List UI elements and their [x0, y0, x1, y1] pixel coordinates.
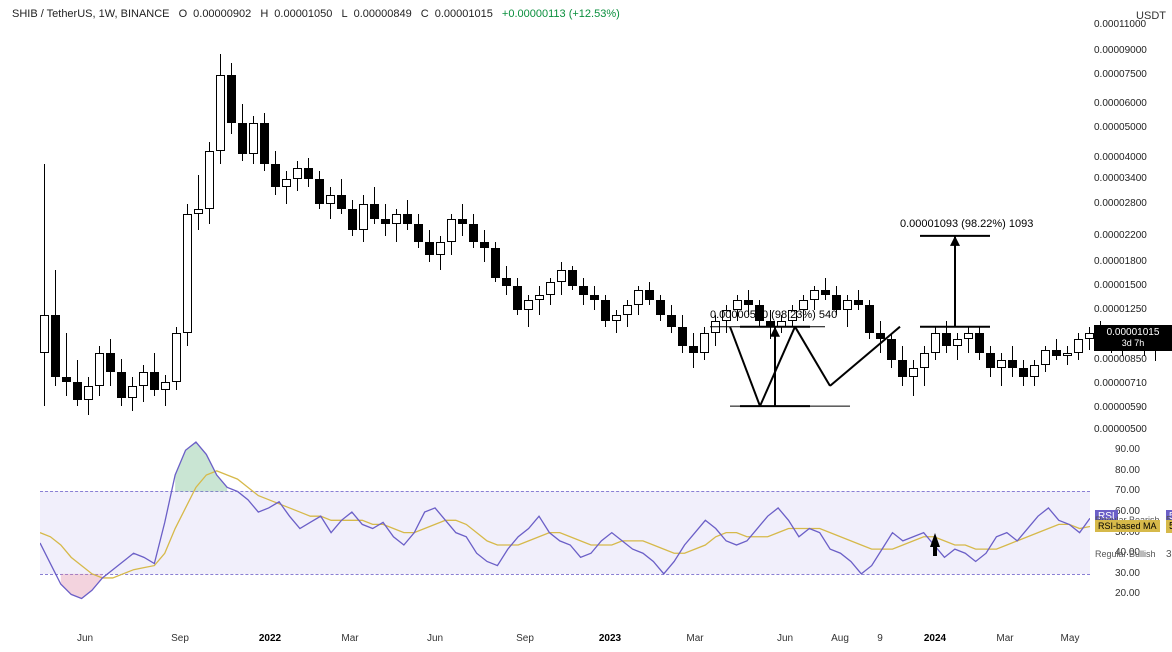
price-ytick: 0.00001250	[1094, 304, 1172, 315]
symbol-label: SHIB / TetherUS, 1W, BINANCE	[12, 8, 170, 20]
rsi-arrow-annotation	[930, 533, 940, 547]
price-ytick: 0.00000500	[1094, 424, 1172, 435]
ohlc-l: 0.00000849	[354, 8, 412, 20]
chart-page: { "header":{ "symbol":"SHIB / TetherUS, …	[0, 0, 1172, 652]
time-tick: May	[1061, 633, 1080, 644]
ohlc-l-label: L	[341, 8, 347, 20]
price-ytick: 0.00002200	[1094, 230, 1172, 241]
rsi-panel[interactable]: 90.0080.0070.0060.0050.0040.0030.0020.00…	[40, 440, 1090, 615]
time-tick: Mar	[996, 633, 1013, 644]
ohlc-change: +0.00000113 (+12.53%)	[502, 8, 620, 20]
current-price-badge: 0.00001015 3d 7h	[1094, 325, 1172, 351]
price-ytick: 0.00001500	[1094, 280, 1172, 291]
time-tick: Jun	[777, 633, 793, 644]
ohlc-c-label: C	[421, 8, 429, 20]
symbol-header: SHIB / TetherUS, 1W, BINANCE O 0.00000902…	[12, 8, 626, 20]
time-tick: Mar	[686, 633, 703, 644]
time-tick: Aug	[831, 633, 849, 644]
rsi-ma-label: RSI-based MA	[1095, 520, 1160, 532]
price-ytick: 0.00000710	[1094, 378, 1172, 389]
time-tick: Mar	[341, 633, 358, 644]
time-tick: 2024	[924, 633, 946, 644]
rsi-bullish-label: Regular Bullish	[1095, 549, 1156, 559]
rsi-ytick: 80.00	[1115, 465, 1140, 476]
time-tick: 2023	[599, 633, 621, 644]
ohlc-c: 0.00001015	[435, 8, 493, 20]
price-ytick: 0.00002800	[1094, 198, 1172, 209]
rsi-ytick: 70.00	[1115, 485, 1140, 496]
price-ytick: 0.00000850	[1094, 354, 1172, 365]
time-tick: 9	[877, 633, 883, 644]
ohlc-h: 0.00001050	[274, 8, 332, 20]
current-price-countdown: 3d 7h	[1098, 338, 1168, 349]
price-ytick: 0.00000590	[1094, 402, 1172, 413]
rsi-ytick: 20.00	[1115, 588, 1140, 599]
time-tick: Sep	[171, 633, 189, 644]
time-tick: Jun	[77, 633, 93, 644]
measurement-label: 0.00001093 (98.22%) 1093	[900, 218, 1033, 230]
rsi-ma-value: 53.24	[1166, 520, 1172, 533]
price-ytick: 0.00004000	[1094, 152, 1172, 163]
price-panel[interactable]: USDT 0.000110000.000090000.000075000.000…	[40, 25, 1090, 430]
ohlc-o-label: O	[179, 8, 188, 20]
ohlc-o: 0.00000902	[193, 8, 251, 20]
time-tick: Jun	[427, 633, 443, 644]
ohlc-h-label: H	[260, 8, 268, 20]
measurement-label: 0.00000540 (98.23%) 540	[710, 309, 837, 321]
price-ytick: 0.00006000	[1094, 98, 1172, 109]
rsi-ytick: 90.00	[1115, 444, 1140, 455]
price-ytick: 0.00011000	[1094, 19, 1172, 30]
price-ytick: 0.00007500	[1094, 69, 1172, 80]
price-ytick: 0.00001800	[1094, 256, 1172, 267]
rsi-ytick: 30.00	[1115, 568, 1140, 579]
time-axis: Jun Sep 2022 Mar Jun Sep 2023 Mar Jun Aug 9 2024 Mar…	[40, 624, 1090, 644]
time-tick: Sep	[516, 633, 534, 644]
rsi-lines	[40, 440, 1090, 615]
rsi-bullish-value: 38.94	[1166, 549, 1172, 560]
time-tick: 2022	[259, 633, 281, 644]
price-ytick: 0.00009000	[1094, 45, 1172, 56]
current-price-value: 0.00001015	[1098, 327, 1168, 338]
price-ytick: 0.00003400	[1094, 173, 1172, 184]
price-ytick: 0.00005000	[1094, 122, 1172, 133]
